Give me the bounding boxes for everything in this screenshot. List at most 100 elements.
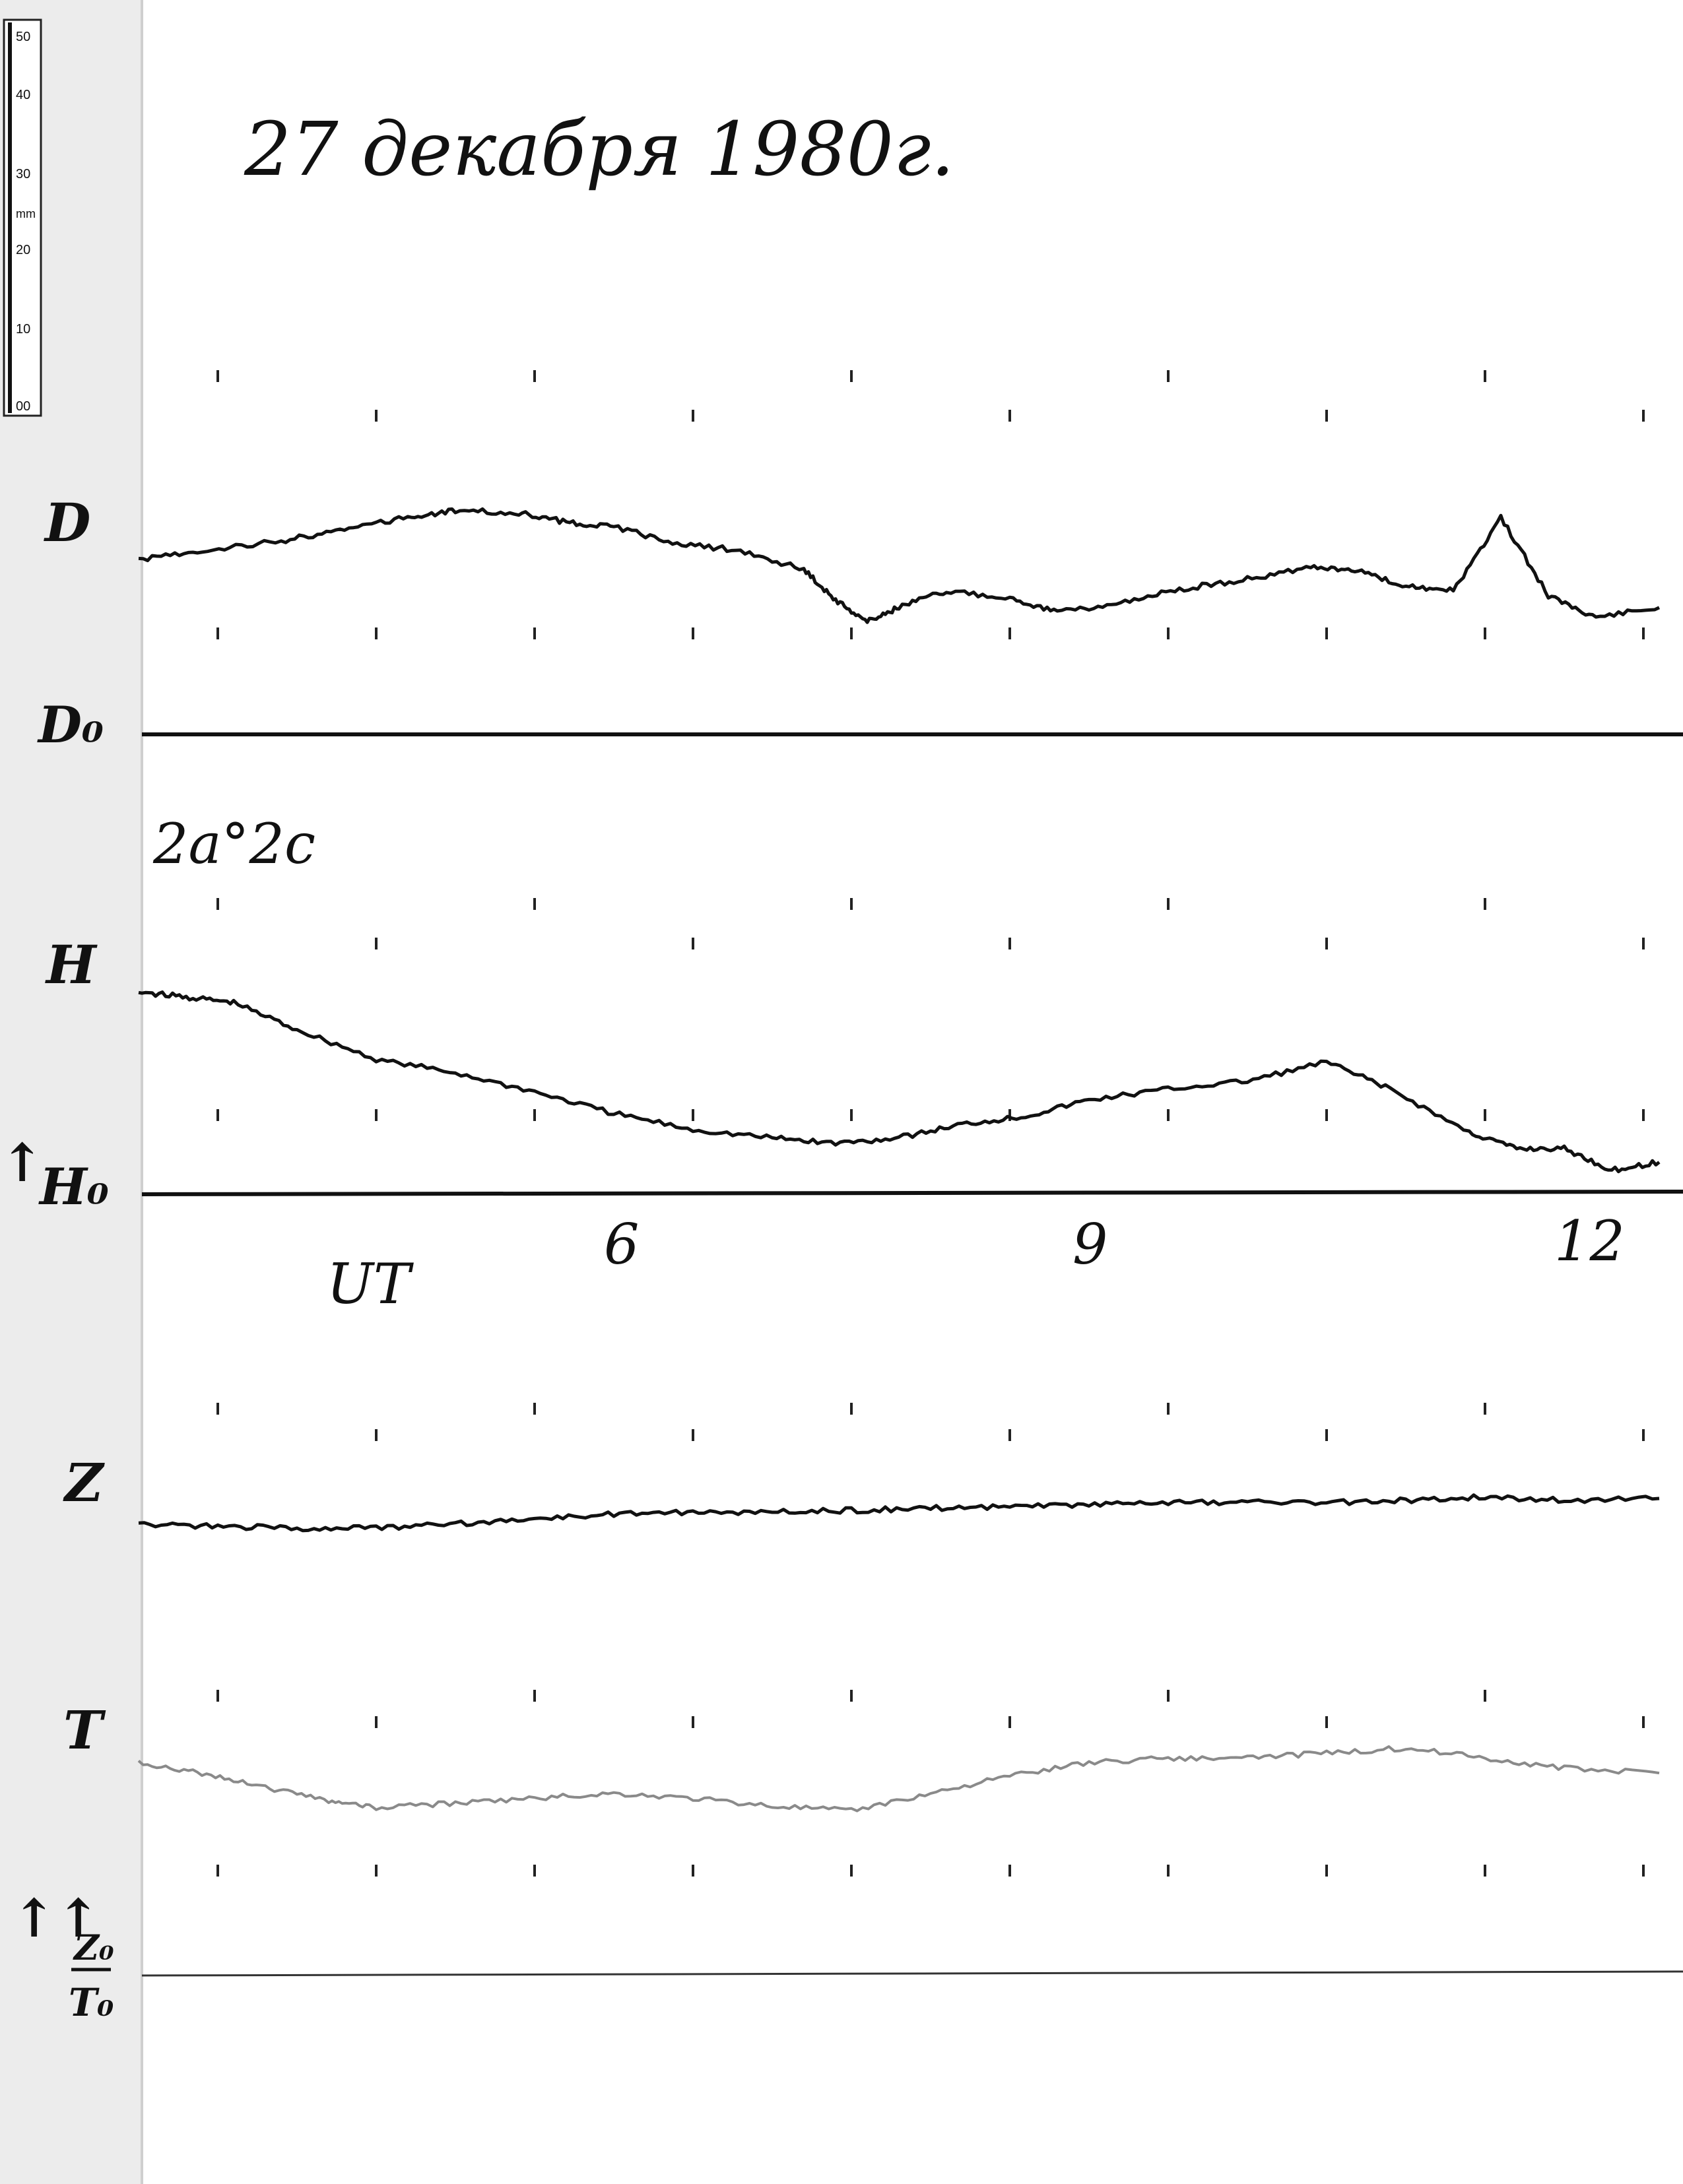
time-axis-label: UT	[327, 1252, 414, 1316]
hour-mark	[533, 370, 536, 382]
hour-mark	[1167, 627, 1170, 639]
ruler-label-30: 30	[16, 167, 30, 181]
hour-mark	[850, 370, 853, 382]
channel-label-H: H	[45, 934, 98, 996]
hour-mark	[533, 1403, 536, 1415]
trace-H	[138, 990, 1661, 1174]
hour-mark	[216, 370, 219, 382]
hour-mark	[850, 1403, 853, 1415]
x-tick-label-9: 9	[1072, 1212, 1107, 1277]
x-tick-label-6: 6	[604, 1212, 639, 1277]
hour-mark	[1167, 898, 1170, 910]
hour-marks	[216, 370, 1645, 1877]
hour-mark	[850, 627, 853, 639]
ruler-label-40: 40	[16, 88, 30, 102]
hour-mark	[1325, 1865, 1328, 1877]
hour-mark	[1642, 627, 1645, 639]
hour-mark	[692, 1865, 694, 1877]
hour-mark	[692, 1429, 694, 1441]
hour-mark	[216, 1109, 219, 1121]
hour-mark	[1642, 1429, 1645, 1441]
single-arrow: ↑	[0, 1132, 44, 1194]
hour-mark	[1484, 898, 1486, 910]
trace-T	[137, 1745, 1660, 1813]
hour-mark	[1167, 370, 1170, 382]
hour-mark	[1484, 627, 1486, 639]
baseline-label-H0: H₀	[38, 1157, 109, 1216]
hour-mark	[1008, 1865, 1011, 1877]
baseline-Z0-T0	[141, 1970, 1683, 1977]
hour-mark	[692, 1716, 694, 1728]
hour-mark	[533, 1865, 536, 1877]
hour-mark	[1642, 1865, 1645, 1877]
channel-label-Z: Z	[63, 1452, 105, 1514]
baseline-H0	[141, 1190, 1683, 1196]
hour-mark	[1484, 1109, 1486, 1121]
hour-mark	[216, 1690, 219, 1702]
hour-mark	[1325, 938, 1328, 949]
hour-mark	[1008, 938, 1011, 949]
chart-title: 27 декабря 1980г.	[244, 107, 954, 193]
hour-mark	[533, 898, 536, 910]
hour-mark	[1008, 1109, 1011, 1121]
hour-mark	[216, 1403, 219, 1415]
x-tick-label-12: 12	[1554, 1209, 1625, 1273]
hour-mark	[1642, 410, 1645, 422]
baseline-label-D0: D₀	[37, 695, 104, 754]
hour-mark	[533, 1690, 536, 1702]
hour-mark	[1325, 410, 1328, 422]
hour-mark	[1325, 1429, 1328, 1441]
traces	[137, 507, 1661, 1813]
hour-mark	[692, 1109, 694, 1121]
hour-mark	[850, 1690, 853, 1702]
scale-note: 2а°2с	[152, 812, 315, 876]
hour-mark	[216, 898, 219, 910]
ruler-label-00: 00	[16, 399, 30, 414]
hour-mark	[1484, 1865, 1486, 1877]
hour-mark	[1167, 1865, 1170, 1877]
hour-mark	[1642, 938, 1645, 949]
hour-mark	[692, 938, 694, 949]
trace-Z	[138, 1493, 1660, 1533]
ruler-label-10: 10	[16, 322, 30, 337]
hour-mark	[850, 898, 853, 910]
trace-D	[138, 507, 1661, 624]
hour-mark	[533, 627, 536, 639]
hour-mark	[1325, 1716, 1328, 1728]
hour-mark	[1484, 1403, 1486, 1415]
hour-mark	[375, 1429, 378, 1441]
hour-mark	[216, 1865, 219, 1877]
ruler-label-50: 50	[16, 30, 30, 44]
ruler-label-20: 20	[16, 243, 30, 257]
hour-mark	[1167, 1109, 1170, 1121]
hour-mark	[1167, 1403, 1170, 1415]
ruler-unit: mm	[16, 207, 36, 220]
double-arrow: ↑↑	[12, 1887, 100, 1949]
hour-mark	[850, 1109, 853, 1121]
channel-label-D: D	[44, 492, 90, 554]
channel-label-T: T	[63, 1699, 106, 1761]
hour-mark	[375, 627, 378, 639]
baseline-label-Z0: Z₀	[73, 1928, 114, 1968]
baseline-label-T0: T₀	[69, 1980, 114, 2025]
hour-mark	[375, 938, 378, 949]
hour-mark	[1008, 410, 1011, 422]
hour-mark	[533, 1109, 536, 1121]
hour-mark	[375, 1865, 378, 1877]
hour-mark	[692, 627, 694, 639]
hour-mark	[1008, 1716, 1011, 1728]
hour-mark	[1484, 370, 1486, 382]
hour-mark	[216, 627, 219, 639]
hour-mark	[1642, 1109, 1645, 1121]
hour-mark	[375, 410, 378, 422]
hour-mark	[1325, 1109, 1328, 1121]
hour-mark	[1167, 1690, 1170, 1702]
hour-mark	[1642, 1716, 1645, 1728]
hour-mark	[850, 1865, 853, 1877]
hour-mark	[1325, 627, 1328, 639]
hour-mark	[692, 410, 694, 422]
hour-mark	[1484, 1690, 1486, 1702]
hour-mark	[375, 1716, 378, 1728]
hour-mark	[375, 1109, 378, 1121]
